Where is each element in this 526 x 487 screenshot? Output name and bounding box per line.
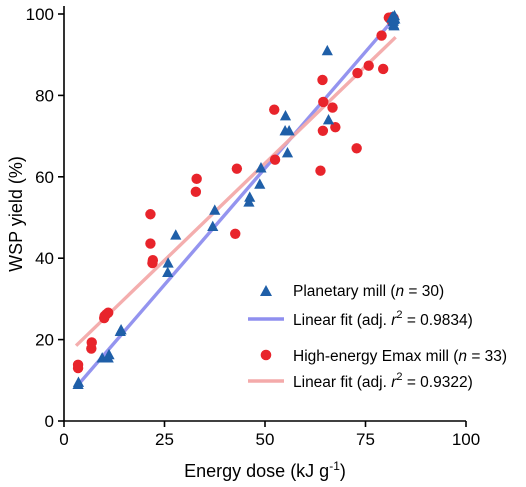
data-point-emax — [317, 125, 329, 137]
data-point-planetary — [244, 191, 256, 202]
data-point-planetary — [254, 178, 266, 189]
y-axis-ticks: 0 20 40 60 80 100 — [26, 5, 64, 431]
x-axis-ticks: 0 25 50 75 100 — [59, 421, 480, 449]
x-tick-label: 100 — [452, 430, 480, 449]
data-point-emax — [376, 30, 387, 41]
x-tick-label: 25 — [155, 430, 174, 449]
data-points — [72, 9, 401, 389]
x-tick-label: 75 — [356, 430, 375, 449]
data-point-emax — [351, 143, 362, 154]
linear-fit-line-0 — [74, 15, 397, 389]
data-point-emax — [330, 121, 341, 133]
data-point-emax — [269, 154, 281, 165]
legend-label-planetary-fit: Linear fit (adj. r2 = 0.9834) — [293, 309, 473, 329]
data-point-planetary — [207, 220, 219, 232]
data-point-planetary — [72, 376, 85, 387]
data-point-planetary — [283, 125, 295, 136]
y-tick-label: 80 — [35, 86, 54, 105]
data-point-emax — [317, 74, 328, 86]
data-point-planetary — [162, 257, 174, 268]
legend-label-emax: High-energy Emax mill (n = 33) — [293, 348, 507, 365]
data-point-emax — [318, 96, 329, 108]
x-axis-title-superscript: -1 — [329, 459, 340, 473]
data-point-emax — [352, 67, 363, 79]
linear-fit-line-1 — [74, 35, 397, 347]
y-tick-label: 20 — [35, 331, 54, 350]
data-point-emax — [315, 165, 326, 176]
data-point-planetary — [387, 15, 399, 26]
data-point-planetary — [170, 229, 182, 240]
data-point-emax — [72, 359, 84, 371]
data-point-emax — [191, 173, 202, 185]
data-point-emax — [269, 104, 280, 115]
data-point-emax — [147, 255, 159, 266]
data-point-planetary — [321, 44, 333, 56]
legend-marker-emax — [260, 349, 272, 361]
y-tick-label: 60 — [35, 168, 54, 187]
y-tick-label: 100 — [26, 5, 54, 24]
legend: Planetary mill (n = 30) Linear fit (adj.… — [248, 283, 507, 391]
data-point-emax — [363, 60, 374, 71]
data-point-emax — [327, 102, 338, 113]
fit-lines — [74, 15, 397, 389]
data-point-planetary — [255, 162, 267, 173]
data-point-emax — [103, 307, 114, 318]
data-point-planetary — [322, 114, 335, 125]
legend-marker-planetary — [260, 285, 272, 296]
x-tick-label: 0 — [59, 430, 68, 449]
x-axis-title: Energy dose (kJ g-1) — [184, 459, 346, 481]
x-tick-label: 50 — [256, 430, 275, 449]
data-point-emax — [231, 163, 243, 174]
data-point-planetary — [115, 324, 127, 335]
data-point-emax — [230, 228, 241, 239]
legend-label-planetary: Planetary mill (n = 30) — [293, 283, 444, 300]
data-point-planetary — [103, 348, 115, 360]
y-tick-label: 0 — [45, 412, 54, 431]
data-point-emax — [145, 238, 156, 249]
data-point-emax — [145, 209, 156, 220]
legend-label-emax-fit: Linear fit (adj. r2 = 0.9322) — [293, 371, 473, 391]
data-point-emax — [86, 337, 97, 348]
data-point-planetary — [279, 109, 292, 121]
data-point-emax — [377, 63, 389, 75]
data-point-planetary — [281, 146, 294, 158]
data-point-planetary — [162, 266, 174, 278]
y-axis-title: WSP yield (%) — [6, 156, 26, 272]
y-tick-label: 40 — [35, 249, 54, 268]
data-point-emax — [190, 186, 202, 198]
data-point-planetary — [209, 204, 221, 215]
